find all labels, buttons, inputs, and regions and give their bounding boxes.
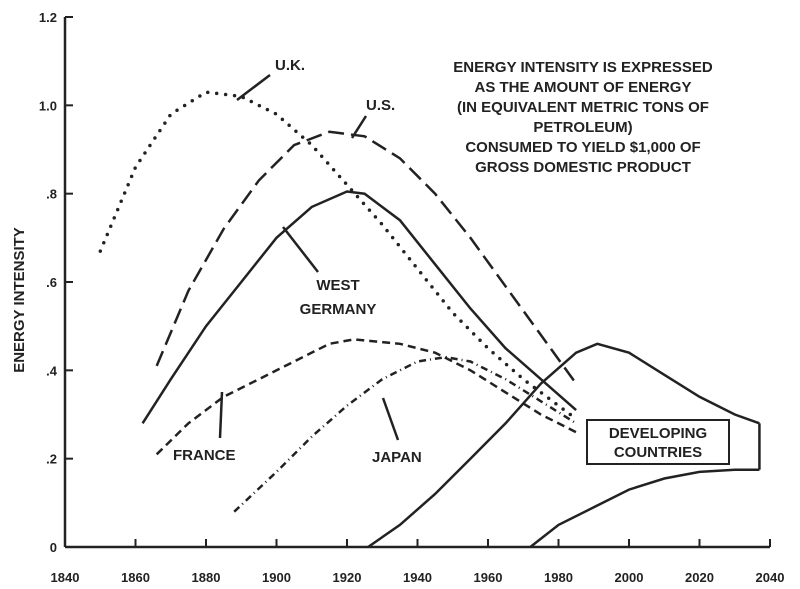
- series-layer: [98, 90, 761, 549]
- leader-line-us: [350, 115, 368, 139]
- y-tick-label: .2: [46, 452, 57, 467]
- y-tick-label: 1.0: [39, 98, 57, 113]
- series-line-developing-countries-lower: [529, 468, 760, 548]
- y-tick-label: 1.2: [39, 10, 57, 25]
- series-line-france: [155, 338, 577, 456]
- x-tick-label: 1940: [403, 570, 432, 585]
- y-tick-label: .4: [46, 363, 58, 378]
- x-tick-label: 2000: [615, 570, 644, 585]
- series-label-france: FRANCE: [173, 447, 236, 464]
- x-tick-label: 2040: [756, 570, 785, 585]
- leader-line-japan: [381, 397, 400, 441]
- series-line-developing-countries-upper: [367, 342, 760, 549]
- leader-line-uk: [236, 74, 271, 101]
- series-label-japan: JAPAN: [372, 449, 422, 466]
- series-label-west-germany-1: WEST: [316, 277, 359, 294]
- y-axis-label: ENERGY INTENSITY: [11, 227, 28, 373]
- leader-line-france: [218, 391, 224, 439]
- y-tick-label: .6: [46, 275, 57, 290]
- annotation-line-5: CONSUMED TO YIELD $1,000 OF: [465, 139, 700, 156]
- plot-frame: 1840 1860 1880 1900 1920 1940 1960 1980 2000 2020…: [39, 10, 785, 585]
- x-tick-label: 1920: [333, 570, 362, 585]
- x-tick-label: 1860: [121, 570, 150, 585]
- annotation-line-1: ENERGY INTENSITY IS EXPRESSED: [453, 59, 713, 76]
- x-tick-label: 1880: [192, 570, 221, 585]
- series-label-developing-1: DEVELOPING: [609, 425, 707, 442]
- series-line-west-germany: [141, 190, 577, 424]
- x-tick-label: 1960: [474, 570, 503, 585]
- x-tick-label: 1900: [262, 570, 291, 585]
- x-tick-label: 2020: [685, 570, 714, 585]
- y-tick-label: .8: [46, 187, 57, 202]
- label-layer: ENERGY INTENSITY U.K. U.S. WEST GERMANY …: [11, 57, 730, 466]
- x-tick-label: 1980: [544, 570, 573, 585]
- annotation-line-4: PETROLEUM): [533, 119, 632, 136]
- series-label-developing-2: COUNTRIES: [614, 444, 702, 461]
- series-line-u-s: [155, 130, 578, 385]
- annotation-line-6: GROSS DOMESTIC PRODUCT: [475, 159, 691, 176]
- annotation-line-2: AS THE AMOUNT OF ENERGY: [475, 79, 692, 96]
- annotation-line-3: (IN EQUIVALENT METRIC TONS OF: [457, 99, 709, 116]
- series-label-west-germany-2: GERMANY: [300, 301, 377, 318]
- x-tick-label: 1840: [51, 570, 80, 585]
- series-label-uk: U.K.: [275, 57, 305, 74]
- series-label-us: U.S.: [366, 97, 395, 114]
- series-line-u-k: [98, 90, 578, 421]
- annotation-note: ENERGY INTENSITY IS EXPRESSED AS THE AMO…: [453, 59, 713, 176]
- leader-line-west-germany: [282, 226, 319, 273]
- series-line-japan: [233, 355, 577, 513]
- y-tick-label: 0: [50, 540, 57, 555]
- developing-countries-box: [586, 419, 730, 465]
